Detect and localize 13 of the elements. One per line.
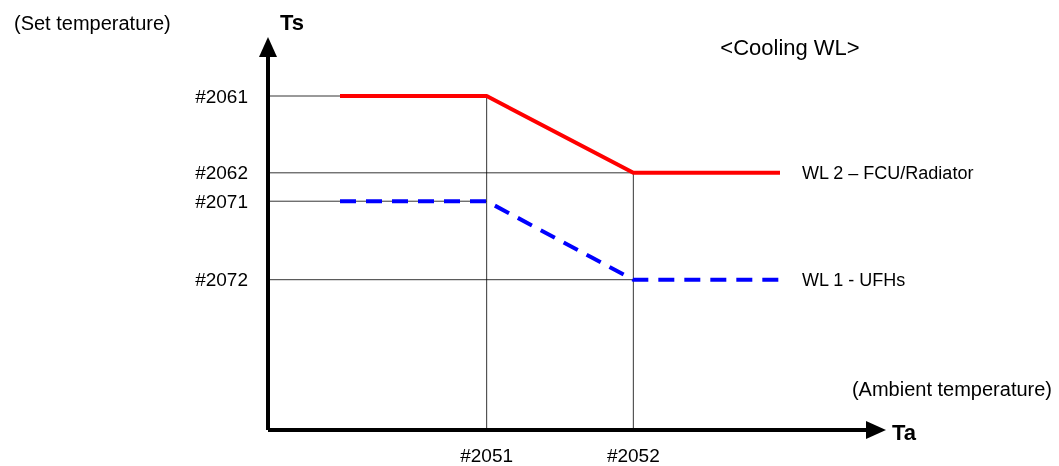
- annotation: #2062: [195, 162, 248, 184]
- series-label: WL 2 – FCU/Radiator: [802, 162, 974, 183]
- x-axis-title: Ta: [892, 420, 917, 445]
- annotation: #2061: [195, 85, 248, 107]
- x-tick-label: #2051: [460, 445, 514, 466]
- x-tick-label: #2052: [606, 445, 660, 466]
- annotation: #2072: [195, 269, 248, 291]
- series-label: WL 1 - UFHs: [802, 269, 906, 290]
- chart-title: <Cooling WL>: [720, 35, 860, 60]
- text: (Set temperature): [14, 12, 171, 34]
- annotation: #2071: [195, 190, 248, 212]
- y-axis-title: Ts: [280, 10, 305, 35]
- annotation: (Ambient temperature): [851, 378, 1052, 400]
